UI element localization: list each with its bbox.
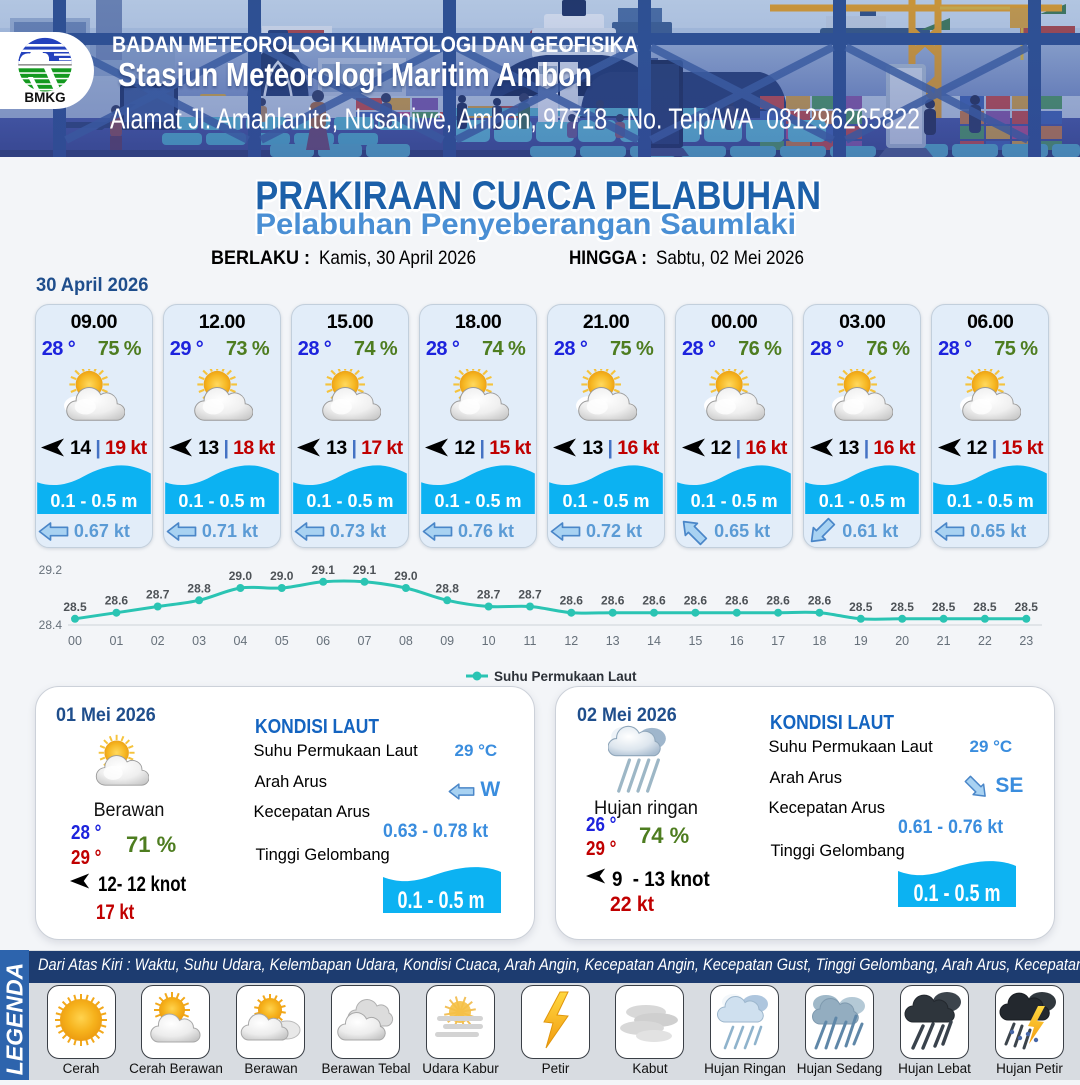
svg-text:07: 07 — [358, 634, 372, 648]
svg-text:13: 13 — [606, 634, 620, 648]
svg-text:08: 08 — [399, 634, 413, 648]
svg-text:28.5: 28.5 — [932, 600, 956, 614]
svg-text:18: 18 — [813, 634, 827, 648]
svg-text:28.5: 28.5 — [1015, 600, 1039, 614]
svg-text:Alamat Jl. Amanlanite, Nusaniw: Alamat Jl. Amanlanite, Nusaniwe, Ambon, … — [110, 104, 920, 136]
svg-text:29.0: 29.0 — [229, 569, 253, 583]
svg-text:29.1: 29.1 — [353, 563, 377, 577]
svg-text:28.6: 28.6 — [105, 594, 129, 608]
svg-text:28.5: 28.5 — [973, 600, 997, 614]
svg-text:29.2: 29.2 — [39, 563, 63, 577]
svg-text:09: 09 — [440, 634, 454, 648]
svg-text:29.0: 29.0 — [270, 569, 294, 583]
svg-text:28.6: 28.6 — [560, 594, 584, 608]
svg-text:15: 15 — [688, 634, 702, 648]
svg-text:28.5: 28.5 — [849, 600, 873, 614]
svg-text:12: 12 — [564, 634, 578, 648]
svg-text:01: 01 — [109, 634, 123, 648]
svg-text:BADAN METEOROLOGI KLIMATOLOGI: BADAN METEOROLOGI KLIMATOLOGI DAN GEOFIS… — [112, 32, 638, 57]
svg-text:17: 17 — [771, 634, 785, 648]
svg-text:28.5: 28.5 — [891, 600, 915, 614]
svg-text:04: 04 — [233, 634, 247, 648]
svg-text:28.8: 28.8 — [187, 581, 211, 595]
svg-text:10: 10 — [482, 634, 496, 648]
svg-text:Suhu Permukaan Laut: Suhu Permukaan Laut — [494, 669, 637, 684]
svg-text:28.7: 28.7 — [477, 588, 501, 602]
svg-text:05: 05 — [275, 634, 289, 648]
svg-text:29.1: 29.1 — [312, 563, 336, 577]
svg-text:06: 06 — [316, 634, 330, 648]
svg-text:11: 11 — [524, 634, 537, 648]
svg-text:28.5: 28.5 — [63, 600, 87, 614]
svg-text:23: 23 — [1019, 634, 1033, 648]
svg-text:14: 14 — [647, 634, 661, 648]
svg-text:02: 02 — [151, 634, 165, 648]
svg-text:28.6: 28.6 — [684, 594, 708, 608]
svg-text:28.7: 28.7 — [518, 588, 542, 602]
svg-text:29.0: 29.0 — [394, 569, 418, 583]
svg-text:16: 16 — [730, 634, 744, 648]
svg-text:28.6: 28.6 — [766, 594, 790, 608]
svg-text:28.7: 28.7 — [146, 588, 170, 602]
svg-text:03: 03 — [192, 634, 206, 648]
svg-text:22: 22 — [978, 634, 992, 648]
svg-text:28.6: 28.6 — [642, 594, 666, 608]
svg-text:20: 20 — [895, 634, 909, 648]
svg-text:28.6: 28.6 — [601, 594, 625, 608]
svg-text:28.8: 28.8 — [436, 581, 460, 595]
svg-text:28.4: 28.4 — [39, 618, 63, 632]
svg-text:21: 21 — [937, 634, 951, 648]
svg-text:28.6: 28.6 — [808, 594, 832, 608]
svg-text:Stasiun Meteorologi Maritim Am: Stasiun Meteorologi Maritim Ambon — [118, 56, 592, 93]
svg-text:28.6: 28.6 — [725, 594, 749, 608]
svg-text:19: 19 — [854, 634, 868, 648]
svg-text:00: 00 — [68, 634, 82, 648]
